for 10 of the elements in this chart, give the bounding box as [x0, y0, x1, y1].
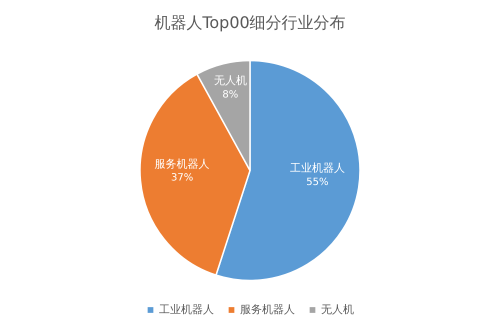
chart-title: 机器人Top00细分行业分布: [154, 13, 346, 32]
slice-label: 工业机器人: [290, 162, 345, 175]
data-label: 37%: [170, 172, 194, 184]
legend-label: 服务机器人: [240, 302, 295, 317]
legend-label: 无人机: [321, 302, 354, 317]
data-label: 55%: [306, 176, 328, 188]
slice-label: 无人机: [214, 74, 247, 88]
slice-label: 服务机器人: [154, 157, 210, 170]
legend-label: 工业机器人: [159, 302, 214, 317]
data-label: 8%: [222, 89, 238, 100]
